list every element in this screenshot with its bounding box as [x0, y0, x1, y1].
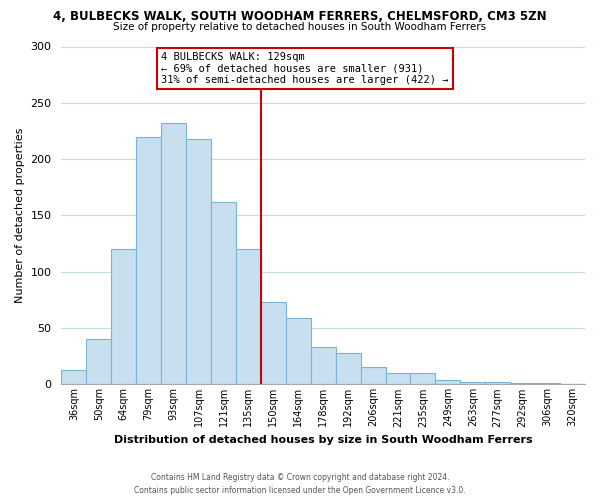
- Bar: [86, 340, 111, 384]
- Bar: [311, 347, 335, 385]
- Bar: [460, 382, 485, 384]
- Bar: [161, 123, 186, 384]
- Bar: [286, 318, 311, 384]
- Bar: [335, 353, 361, 384]
- Bar: [111, 249, 136, 384]
- Y-axis label: Number of detached properties: Number of detached properties: [15, 128, 25, 303]
- Text: Contains HM Land Registry data © Crown copyright and database right 2024.
Contai: Contains HM Land Registry data © Crown c…: [134, 473, 466, 495]
- Bar: [485, 382, 510, 384]
- Bar: [136, 136, 161, 384]
- Text: Size of property relative to detached houses in South Woodham Ferrers: Size of property relative to detached ho…: [113, 22, 487, 32]
- Bar: [186, 139, 211, 384]
- Bar: [261, 302, 286, 384]
- Bar: [211, 202, 236, 384]
- X-axis label: Distribution of detached houses by size in South Woodham Ferrers: Distribution of detached houses by size …: [114, 435, 533, 445]
- Bar: [236, 249, 261, 384]
- Bar: [436, 380, 460, 384]
- Bar: [361, 368, 386, 384]
- Text: 4 BULBECKS WALK: 129sqm
← 69% of detached houses are smaller (931)
31% of semi-d: 4 BULBECKS WALK: 129sqm ← 69% of detache…: [161, 52, 449, 86]
- Text: 4, BULBECKS WALK, SOUTH WOODHAM FERRERS, CHELMSFORD, CM3 5ZN: 4, BULBECKS WALK, SOUTH WOODHAM FERRERS,…: [53, 10, 547, 23]
- Bar: [410, 373, 436, 384]
- Bar: [61, 370, 86, 384]
- Bar: [386, 373, 410, 384]
